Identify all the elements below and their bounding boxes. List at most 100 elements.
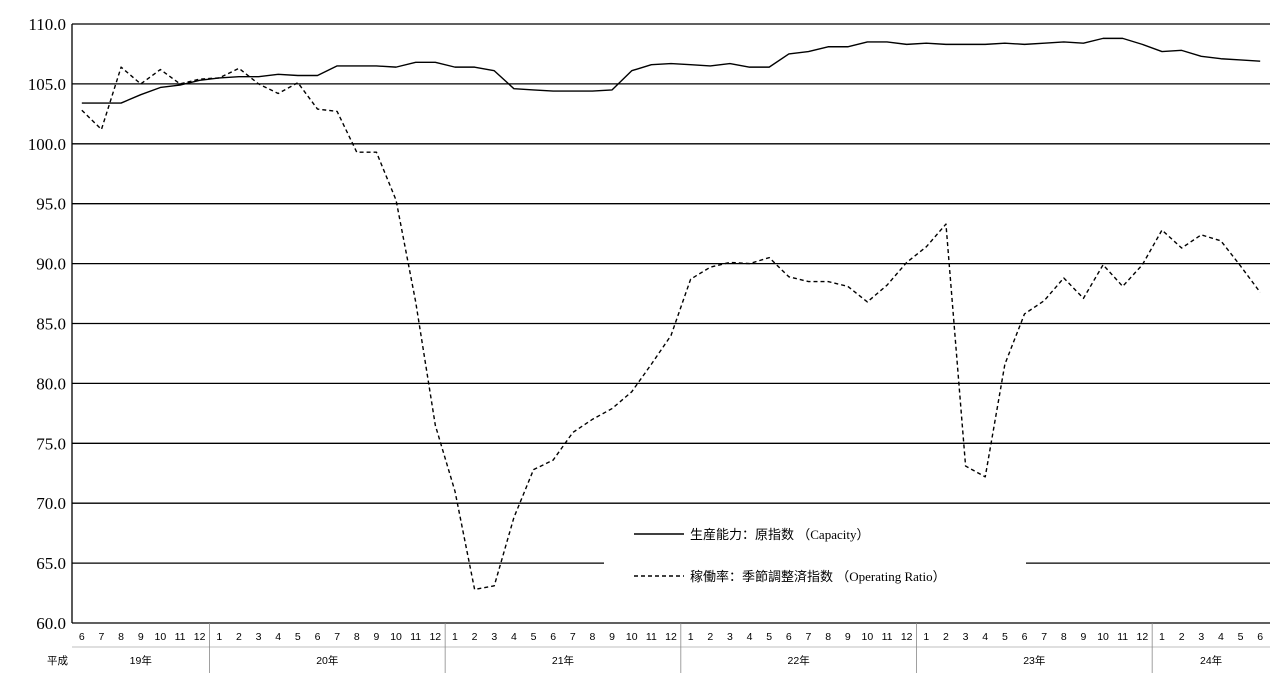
x-month-label: 6: [315, 631, 321, 643]
capacity-data-point: [532, 88, 535, 91]
x-month-label: 8: [1061, 631, 1067, 643]
capacity-data-point: [336, 64, 339, 67]
operating-ratio-data-point: [669, 334, 672, 337]
x-month-label: 12: [429, 631, 441, 643]
capacity-data-point: [1082, 42, 1085, 45]
x-month-label: 11: [175, 631, 186, 643]
y-tick-label: 70.0: [36, 494, 66, 513]
capacity-data-point: [296, 74, 299, 77]
operating-ratio-data-point: [630, 390, 633, 393]
x-month-label: 6: [786, 631, 792, 643]
x-month-label: 5: [766, 631, 772, 643]
x-month-label: 6: [550, 631, 556, 643]
operating-ratio-data-point: [650, 363, 653, 366]
x-axis: 6 7 8 9 10 11 12 1 2 3 4 5 6 7 8 9 10 11 12 1 2 3 4 5 6 7 8 9 10 11 12…: [47, 623, 1270, 673]
operating-ratio-data-point: [1043, 299, 1046, 302]
capacity-data-point: [669, 62, 672, 65]
capacity-data-point: [1003, 42, 1006, 45]
capacity-data-point: [866, 40, 869, 43]
x-month-label: 2: [236, 631, 242, 643]
x-year-label: 23年: [1023, 654, 1045, 667]
capacity-data-point: [473, 66, 476, 69]
operating-ratio-data-point: [1239, 264, 1242, 267]
y-axis: 110.0 105.0 100.0 95.0 90.0 85.0 80.0 75.0 70.0 6…: [28, 15, 66, 633]
operating-ratio-data-point: [866, 300, 869, 303]
x-month-label: 11: [646, 631, 657, 643]
capacity-data-point: [1121, 37, 1124, 40]
y-tick-label: 75.0: [36, 434, 66, 453]
x-month-label: 1: [688, 631, 694, 643]
operating-ratio-data-point: [394, 199, 397, 202]
legend-capacity-label: 生産能力：原指数 （Capacity）: [690, 527, 869, 542]
gridlines: [71, 23, 1270, 624]
operating-ratio-data-point: [964, 464, 967, 467]
capacity-data-point: [1043, 42, 1046, 45]
x-month-label: 2: [707, 631, 713, 643]
x-month-label: 7: [1041, 631, 1047, 643]
capacity-series-line: [81, 37, 1261, 104]
operating-ratio-data-point: [257, 82, 260, 85]
capacity-data-point: [944, 43, 947, 46]
y-tick-label: 110.0: [28, 15, 66, 34]
operating-ratio-data-point: [336, 110, 339, 113]
x-month-label: 2: [472, 631, 478, 643]
operating-ratio-data-point: [532, 468, 535, 471]
operating-ratio-data-point: [139, 82, 142, 85]
x-month-label: 10: [390, 631, 402, 643]
operating-ratio-data-point: [591, 418, 594, 421]
operating-ratio-data-point: [1101, 263, 1104, 266]
capacity-data-point: [610, 88, 613, 91]
x-month-label: 3: [963, 631, 969, 643]
capacity-data-point: [1259, 60, 1262, 63]
capacity-data-point: [630, 69, 633, 72]
operating-ratio-data-point: [748, 262, 751, 265]
operating-ratio-data-point: [237, 67, 240, 70]
capacity-data-point: [964, 43, 967, 46]
capacity-data-point: [1160, 50, 1163, 53]
operating-ratio-data-point: [571, 431, 574, 434]
capacity-data-point: [1219, 57, 1222, 60]
capacity-data-point: [905, 43, 908, 46]
operating-ratio-data-point: [984, 475, 987, 478]
capacity-data-point: [571, 89, 574, 92]
x-month-label: 3: [256, 631, 262, 643]
legend-operating-ratio-label: 稼働率：季節調整済指数 （Operating Ratio）: [690, 569, 946, 584]
operating-ratio-data-point: [473, 588, 476, 591]
capacity-data-point: [846, 45, 849, 48]
operating-ratio-data-point: [1180, 246, 1183, 249]
x-month-label: 1: [216, 631, 222, 643]
x-month-label: 3: [727, 631, 733, 643]
capacity-data-point: [316, 74, 319, 77]
capacity-data-point: [414, 61, 417, 64]
capacity-data-point: [237, 75, 240, 78]
capacity-data-point: [552, 89, 555, 92]
series-lines: [81, 37, 1262, 591]
capacity-data-point: [1239, 58, 1242, 61]
operating-ratio-data-point: [768, 256, 771, 259]
x-month-label: 12: [194, 631, 206, 643]
x-month-label: 10: [862, 631, 874, 643]
capacity-data-point: [394, 66, 397, 69]
capacity-data-point: [984, 43, 987, 46]
x-month-label: 1: [1159, 631, 1165, 643]
capacity-data-point: [787, 52, 790, 55]
x-month-label: 12: [665, 631, 677, 643]
operating-ratio-data-point: [119, 66, 122, 69]
operating-ratio-data-point: [1023, 312, 1026, 315]
capacity-data-point: [885, 40, 888, 43]
y-tick-label: 65.0: [36, 554, 66, 573]
x-month-label: 8: [825, 631, 831, 643]
x-month-label: 9: [373, 631, 379, 643]
operating-ratio-data-point: [1062, 276, 1065, 279]
x-month-label: 6: [79, 631, 85, 643]
operating-ratio-data-point: [100, 128, 103, 131]
capacity-data-point: [748, 66, 751, 69]
capacity-data-point: [1141, 43, 1144, 46]
x-month-label: 11: [1117, 631, 1128, 643]
x-year-label: 21年: [552, 654, 574, 667]
x-year-label: 24年: [1200, 654, 1222, 667]
capacity-data-point: [1180, 49, 1183, 52]
operating-ratio-data-point: [1003, 363, 1006, 366]
